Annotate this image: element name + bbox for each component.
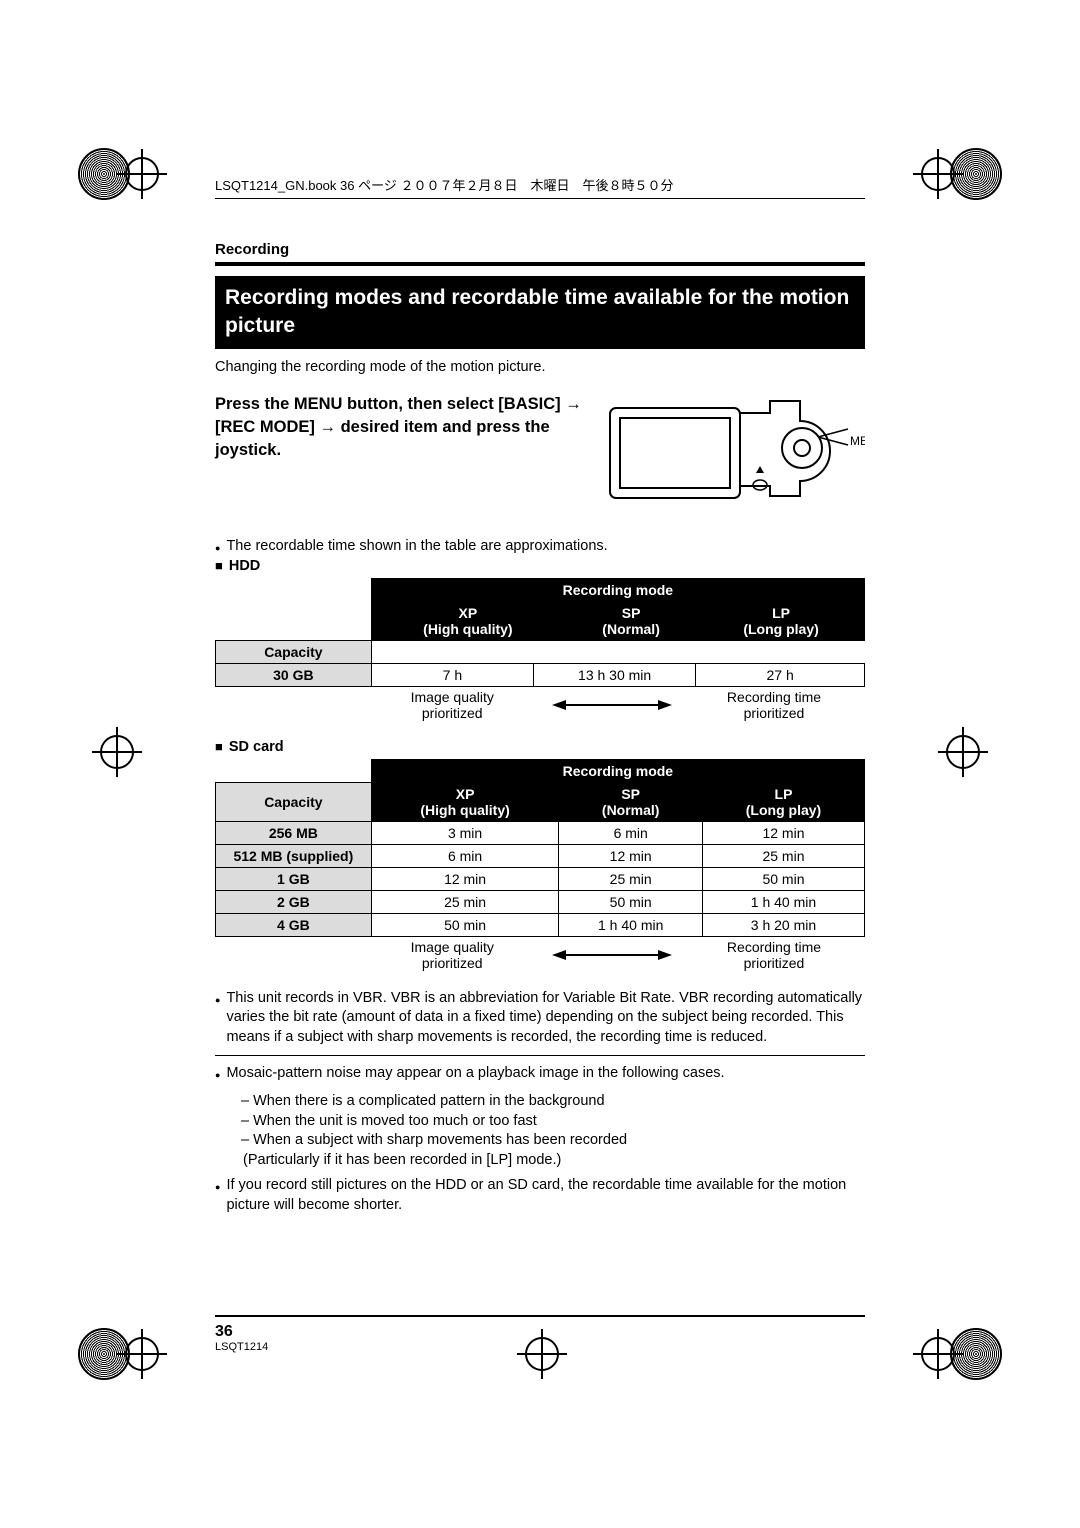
header-rule [215, 198, 865, 199]
priority-right: Recording timeprioritized [690, 939, 859, 971]
mosaic-intro: Mosaic-pattern noise may appear on a pla… [215, 1064, 865, 1084]
page-footer: 36 LSQT1214 [215, 1315, 865, 1353]
registration-mark [921, 1337, 955, 1371]
registration-mark [921, 157, 955, 191]
th-xp: XP(High quality) [371, 601, 564, 640]
section-label: Recording [215, 241, 865, 258]
table-row: 512 MB (supplied)6 min12 min25 min [216, 844, 865, 867]
table-row: 256 MB3 min6 min12 min [216, 821, 865, 844]
th-lp: LP(Long play) [702, 782, 864, 821]
hdd-table-body: 30 GB 7 h 13 h 30 min 27 h [215, 663, 865, 687]
th-xp: XP(High quality) [371, 782, 559, 821]
table-row: 1 GB12 min25 min50 min [216, 867, 865, 890]
list-item: – When the unit is moved too much or too… [241, 1112, 865, 1132]
instruction-row: Press the MENU button, then select [BASI… [215, 393, 865, 508]
priority-row: Image qualityprioritized Recording timep… [215, 689, 865, 721]
page-number: 36 [215, 1323, 865, 1341]
still-note: If you record still pictures on the HDD … [215, 1176, 865, 1215]
sd-label: SD card [215, 739, 865, 755]
divider [215, 1055, 865, 1056]
list-item: – When there is a complicated pattern in… [241, 1092, 865, 1112]
approx-note: The recordable time shown in the table a… [215, 538, 865, 554]
registration-mark [125, 1337, 159, 1371]
mosaic-paren: (Particularly if it has been recorded in… [243, 1151, 865, 1171]
camera-diagram: MENU [605, 393, 865, 508]
table-row: 4 GB50 min1 h 40 min3 h 20 min [216, 913, 865, 936]
sd-table: Recording mode Capacity XP(High quality)… [215, 759, 865, 937]
list-item: – When a subject with sharp movements ha… [241, 1131, 865, 1151]
notes-block: This unit records in VBR. VBR is an abbr… [215, 989, 865, 1216]
camera-icon: MENU [605, 393, 865, 508]
th-lp: LP(Long play) [698, 601, 865, 640]
page-content: LSQT1214_GN.book 36 ページ ２００７年２月８日 木曜日 午後… [215, 175, 865, 1353]
table-header-mode: Recording mode [371, 759, 864, 782]
priority-right: Recording timeprioritized [690, 689, 859, 721]
hdd-label: HDD [215, 558, 865, 574]
hdd-table: Recording mode XP(High quality) SP(Norma… [215, 578, 865, 664]
file-header: LSQT1214_GN.book 36 ページ ２００７年２月８日 木曜日 午後… [215, 175, 865, 198]
page-title: Recording modes and recordable time avai… [215, 276, 865, 349]
intro-text: Changing the recording mode of the motio… [215, 359, 865, 375]
menu-label-svg: MENU [850, 434, 865, 448]
instruction-text: Press the MENU button, then select [BASI… [215, 393, 585, 508]
section-rule [215, 262, 865, 266]
double-arrow-icon [534, 939, 690, 971]
th-sp: SP(Normal) [559, 782, 703, 821]
footer-rule [215, 1315, 865, 1317]
footer-code: LSQT1214 [215, 1341, 865, 1353]
priority-row: Image qualityprioritized Recording timep… [215, 939, 865, 971]
th-capacity: Capacity [216, 640, 372, 663]
registration-mark [100, 735, 134, 769]
vbr-note: This unit records in VBR. VBR is an abbr… [215, 989, 865, 1048]
registration-mark [946, 735, 980, 769]
priority-left: Image qualityprioritized [371, 689, 534, 721]
registration-mark [125, 157, 159, 191]
table-row: 2 GB25 min50 min1 h 40 min [216, 890, 865, 913]
th-sp: SP(Normal) [565, 601, 698, 640]
table-row: 30 GB 7 h 13 h 30 min 27 h [216, 663, 865, 686]
priority-left: Image qualityprioritized [371, 939, 534, 971]
double-arrow-icon [534, 689, 690, 721]
table-header-mode: Recording mode [371, 578, 864, 601]
th-capacity: Capacity [216, 782, 372, 821]
